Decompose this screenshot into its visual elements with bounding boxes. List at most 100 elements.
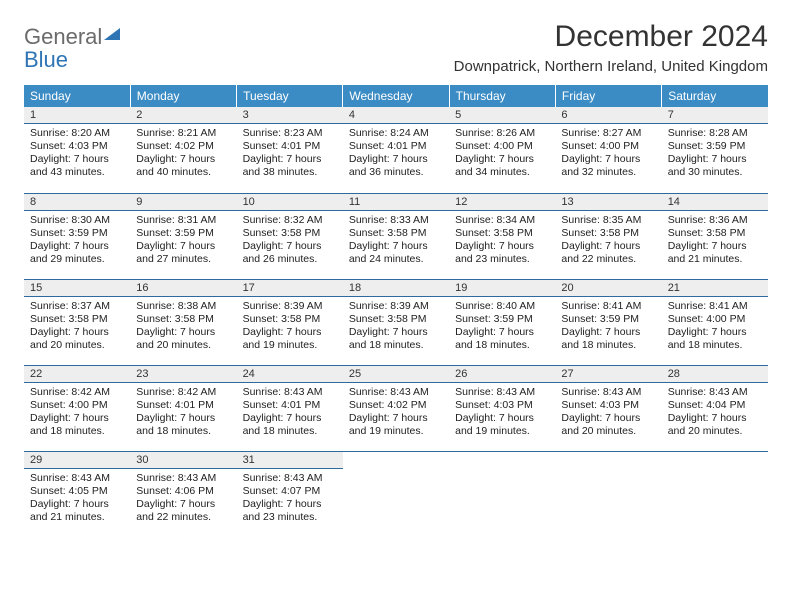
calendar-cell: 30Sunrise: 8:43 AMSunset: 4:06 PMDayligh… — [130, 451, 236, 537]
sunset-line: Sunset: 3:58 PM — [561, 227, 655, 240]
calendar-cell: 4Sunrise: 8:24 AMSunset: 4:01 PMDaylight… — [343, 107, 449, 193]
sunset-line: Sunset: 4:05 PM — [30, 485, 124, 498]
day-number: 19 — [449, 280, 555, 297]
sunrise-line: Sunrise: 8:43 AM — [561, 386, 655, 399]
calendar-cell: 16Sunrise: 8:38 AMSunset: 3:58 PMDayligh… — [130, 279, 236, 365]
calendar-cell: 14Sunrise: 8:36 AMSunset: 3:58 PMDayligh… — [662, 193, 768, 279]
sunrise-line: Sunrise: 8:20 AM — [30, 127, 124, 140]
day-body: Sunrise: 8:37 AMSunset: 3:58 PMDaylight:… — [24, 297, 130, 359]
weekday-header: Tuesday — [237, 85, 343, 107]
day-number: 13 — [555, 194, 661, 211]
calendar-cell: 5Sunrise: 8:26 AMSunset: 4:00 PMDaylight… — [449, 107, 555, 193]
calendar-cell: 17Sunrise: 8:39 AMSunset: 3:58 PMDayligh… — [237, 279, 343, 365]
calendar-week-row: 29Sunrise: 8:43 AMSunset: 4:05 PMDayligh… — [24, 451, 768, 537]
sunrise-line: Sunrise: 8:35 AM — [561, 214, 655, 227]
day-number: 31 — [237, 452, 343, 469]
daylight-line: Daylight: 7 hours and 18 minutes. — [561, 326, 655, 352]
calendar-week-row: 1Sunrise: 8:20 AMSunset: 4:03 PMDaylight… — [24, 107, 768, 193]
daylight-line: Daylight: 7 hours and 38 minutes. — [243, 153, 337, 179]
calendar-cell: 6Sunrise: 8:27 AMSunset: 4:00 PMDaylight… — [555, 107, 661, 193]
weekday-header: Saturday — [662, 85, 768, 107]
weekday-header: Sunday — [24, 85, 130, 107]
calendar-cell — [449, 451, 555, 537]
day-number: 9 — [130, 194, 236, 211]
header: General Blue December 2024 Downpatrick, … — [24, 20, 768, 75]
daylight-line: Daylight: 7 hours and 19 minutes. — [349, 412, 443, 438]
sunset-line: Sunset: 4:03 PM — [455, 399, 549, 412]
daylight-line: Daylight: 7 hours and 18 minutes. — [349, 326, 443, 352]
sunrise-line: Sunrise: 8:41 AM — [668, 300, 762, 313]
calendar-cell: 19Sunrise: 8:40 AMSunset: 3:59 PMDayligh… — [449, 279, 555, 365]
sunrise-line: Sunrise: 8:34 AM — [455, 214, 549, 227]
calendar-cell: 2Sunrise: 8:21 AMSunset: 4:02 PMDaylight… — [130, 107, 236, 193]
day-number: 5 — [449, 107, 555, 124]
sunset-line: Sunset: 4:03 PM — [30, 140, 124, 153]
day-body: Sunrise: 8:28 AMSunset: 3:59 PMDaylight:… — [662, 124, 768, 186]
sunrise-line: Sunrise: 8:43 AM — [349, 386, 443, 399]
sunset-line: Sunset: 3:59 PM — [668, 140, 762, 153]
sunset-line: Sunset: 4:07 PM — [243, 485, 337, 498]
logo-text: General Blue — [24, 26, 122, 72]
day-body: Sunrise: 8:43 AMSunset: 4:03 PMDaylight:… — [555, 383, 661, 445]
day-number: 12 — [449, 194, 555, 211]
day-body: Sunrise: 8:36 AMSunset: 3:58 PMDaylight:… — [662, 211, 768, 273]
calendar-cell: 25Sunrise: 8:43 AMSunset: 4:02 PMDayligh… — [343, 365, 449, 451]
day-number: 28 — [662, 366, 768, 383]
sunrise-line: Sunrise: 8:43 AM — [455, 386, 549, 399]
sunrise-line: Sunrise: 8:31 AM — [136, 214, 230, 227]
day-body: Sunrise: 8:21 AMSunset: 4:02 PMDaylight:… — [130, 124, 236, 186]
sunset-line: Sunset: 3:58 PM — [455, 227, 549, 240]
day-body: Sunrise: 8:23 AMSunset: 4:01 PMDaylight:… — [237, 124, 343, 186]
sunrise-line: Sunrise: 8:40 AM — [455, 300, 549, 313]
sunrise-line: Sunrise: 8:43 AM — [30, 472, 124, 485]
sunset-line: Sunset: 4:01 PM — [136, 399, 230, 412]
logo-sail-icon — [102, 26, 122, 49]
sunset-line: Sunset: 3:59 PM — [30, 227, 124, 240]
day-body: Sunrise: 8:43 AMSunset: 4:04 PMDaylight:… — [662, 383, 768, 445]
calendar-week-row: 15Sunrise: 8:37 AMSunset: 3:58 PMDayligh… — [24, 279, 768, 365]
calendar-cell: 12Sunrise: 8:34 AMSunset: 3:58 PMDayligh… — [449, 193, 555, 279]
sunrise-line: Sunrise: 8:36 AM — [668, 214, 762, 227]
day-number: 18 — [343, 280, 449, 297]
sunrise-line: Sunrise: 8:43 AM — [668, 386, 762, 399]
calendar-cell: 29Sunrise: 8:43 AMSunset: 4:05 PMDayligh… — [24, 451, 130, 537]
day-number: 2 — [130, 107, 236, 124]
day-number: 8 — [24, 194, 130, 211]
daylight-line: Daylight: 7 hours and 18 minutes. — [30, 412, 124, 438]
daylight-line: Daylight: 7 hours and 19 minutes. — [243, 326, 337, 352]
sunset-line: Sunset: 4:00 PM — [455, 140, 549, 153]
weekday-header: Thursday — [449, 85, 555, 107]
day-number: 27 — [555, 366, 661, 383]
daylight-line: Daylight: 7 hours and 20 minutes. — [30, 326, 124, 352]
day-number: 6 — [555, 107, 661, 124]
day-body: Sunrise: 8:43 AMSunset: 4:01 PMDaylight:… — [237, 383, 343, 445]
day-number: 15 — [24, 280, 130, 297]
calendar-cell: 8Sunrise: 8:30 AMSunset: 3:59 PMDaylight… — [24, 193, 130, 279]
calendar-cell: 10Sunrise: 8:32 AMSunset: 3:58 PMDayligh… — [237, 193, 343, 279]
day-number: 4 — [343, 107, 449, 124]
daylight-line: Daylight: 7 hours and 20 minutes. — [561, 412, 655, 438]
day-body: Sunrise: 8:39 AMSunset: 3:58 PMDaylight:… — [343, 297, 449, 359]
day-number: 25 — [343, 366, 449, 383]
calendar-cell: 1Sunrise: 8:20 AMSunset: 4:03 PMDaylight… — [24, 107, 130, 193]
day-body: Sunrise: 8:43 AMSunset: 4:06 PMDaylight:… — [130, 469, 236, 531]
day-body: Sunrise: 8:31 AMSunset: 3:59 PMDaylight:… — [130, 211, 236, 273]
sunset-line: Sunset: 4:01 PM — [243, 399, 337, 412]
daylight-line: Daylight: 7 hours and 22 minutes. — [136, 498, 230, 524]
sunrise-line: Sunrise: 8:42 AM — [30, 386, 124, 399]
day-number: 17 — [237, 280, 343, 297]
day-number: 16 — [130, 280, 236, 297]
day-number: 22 — [24, 366, 130, 383]
calendar-cell: 15Sunrise: 8:37 AMSunset: 3:58 PMDayligh… — [24, 279, 130, 365]
sunset-line: Sunset: 3:59 PM — [561, 313, 655, 326]
sunrise-line: Sunrise: 8:28 AM — [668, 127, 762, 140]
day-number: 21 — [662, 280, 768, 297]
day-body: Sunrise: 8:43 AMSunset: 4:02 PMDaylight:… — [343, 383, 449, 445]
sunset-line: Sunset: 4:06 PM — [136, 485, 230, 498]
sunrise-line: Sunrise: 8:43 AM — [136, 472, 230, 485]
day-body: Sunrise: 8:38 AMSunset: 3:58 PMDaylight:… — [130, 297, 236, 359]
sunrise-line: Sunrise: 8:43 AM — [243, 386, 337, 399]
calendar-week-row: 22Sunrise: 8:42 AMSunset: 4:00 PMDayligh… — [24, 365, 768, 451]
day-number: 29 — [24, 452, 130, 469]
sunset-line: Sunset: 3:58 PM — [243, 227, 337, 240]
